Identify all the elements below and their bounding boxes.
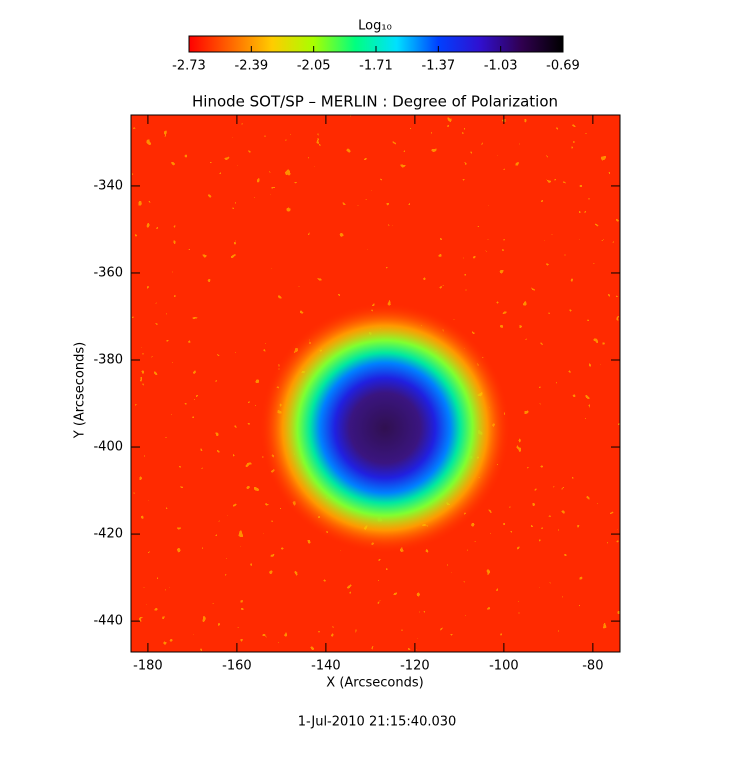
colorbar-tick-label: -2.73: [172, 59, 206, 74]
date-label: 1-Jul-2010 21:15:40.030: [298, 715, 457, 730]
plot-frame: [130, 114, 621, 653]
y-tick-label: -380: [93, 353, 123, 368]
colorbar-tick-label: -1.03: [484, 59, 518, 74]
colorbar-tick-label: -1.71: [359, 59, 393, 74]
x-tick-label: -180: [133, 659, 163, 674]
y-axis-label: Y (Arcseconds): [73, 342, 88, 439]
x-axis-label: X (Arcseconds): [326, 676, 423, 691]
x-tick-label: -140: [311, 659, 341, 674]
y-tick-label: -360: [93, 265, 123, 280]
x-tick-label: -80: [582, 659, 603, 674]
x-tick-label: -100: [489, 659, 519, 674]
x-tick-label: -120: [400, 659, 430, 674]
y-tick-label: -420: [93, 527, 123, 542]
solar-image: [131, 115, 620, 652]
colorbar-tick-label: -2.39: [235, 59, 269, 74]
y-tick-label: -440: [93, 614, 123, 629]
colorbar-tick-label: -0.69: [546, 59, 580, 74]
x-tick-label: -160: [222, 659, 252, 674]
y-tick-label: -340: [93, 178, 123, 193]
colorbar-tick-label: -2.05: [297, 59, 331, 74]
chart-title: Hinode SOT/SP – MERLIN : Degree of Polar…: [192, 93, 558, 111]
y-tick-label: -400: [93, 440, 123, 455]
colorbar-label: Log₁₀: [358, 19, 392, 34]
colorbar-tick-label: -1.37: [422, 59, 456, 74]
